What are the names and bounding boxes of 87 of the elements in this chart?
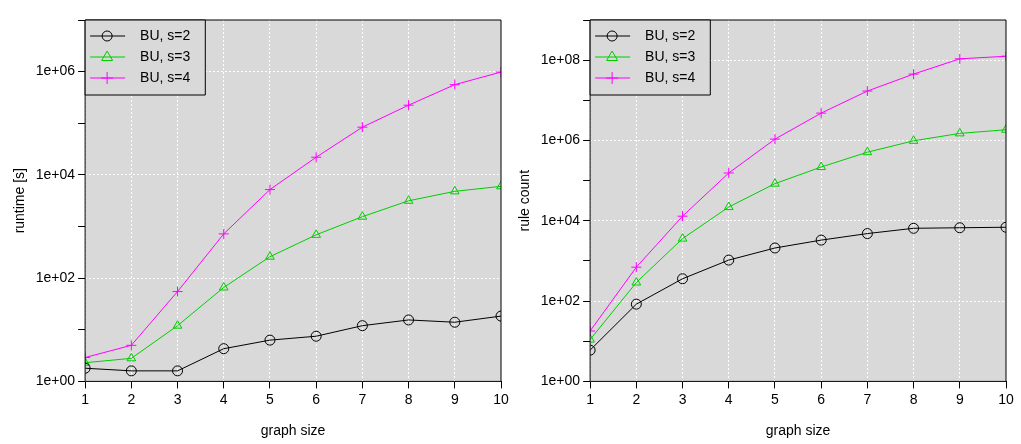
y-tick-label: 1e+08: [540, 51, 581, 68]
x-tick-label: 1: [81, 390, 90, 407]
point: [954, 53, 966, 65]
point: [403, 195, 414, 204]
point: [954, 222, 966, 234]
point: [816, 161, 826, 171]
point: [723, 201, 734, 211]
x-tick-label: 7: [863, 390, 872, 407]
legend-label: BU, s=2: [140, 26, 191, 43]
point: [677, 273, 689, 285]
point: [449, 79, 461, 91]
x-tick-label: 8: [404, 390, 413, 407]
legend-label: BU, s=3: [140, 47, 191, 64]
point: [264, 334, 276, 346]
x-tick-label: 5: [771, 390, 780, 407]
point: [311, 229, 321, 238]
x-tick-label: 2: [127, 390, 136, 407]
point: [631, 277, 642, 286]
x-tick-label: 9: [450, 390, 459, 407]
x-tick-label: 6: [312, 390, 321, 407]
x-tick-label: 10: [998, 390, 1014, 407]
y-axis-title: rule count: [516, 169, 533, 232]
point: [403, 99, 415, 111]
point: [861, 85, 873, 97]
point: [723, 254, 735, 266]
x-tick-label: 5: [266, 390, 275, 407]
point: [172, 320, 183, 329]
point: [218, 228, 230, 240]
y-tick-label: 1e+00: [35, 372, 76, 389]
x-tick-label: 6: [817, 390, 826, 407]
x-tick-label: 2: [632, 390, 641, 407]
x-axis-title: graph size: [765, 422, 831, 439]
legend-label: BU, s=4: [140, 68, 191, 85]
legend-label: BU, s=4: [645, 68, 696, 85]
point: [769, 133, 781, 145]
x-tick-label: 4: [724, 390, 733, 407]
point: [677, 233, 688, 242]
point: [815, 234, 827, 246]
point: [908, 222, 920, 234]
y-tick-label: 1e+02: [540, 291, 581, 308]
x-tick-label: 7: [358, 390, 367, 407]
point: [677, 210, 689, 222]
point: [310, 330, 322, 342]
point: [264, 184, 276, 196]
legend-label: BU, s=3: [645, 47, 696, 64]
point: [449, 316, 461, 328]
y-tick-label: 1e+06: [35, 62, 76, 79]
point: [630, 298, 642, 310]
point: [356, 121, 368, 133]
legend-label: BU, s=2: [645, 26, 696, 43]
point: [356, 320, 368, 332]
point: [908, 135, 919, 144]
x-tick-label: 3: [678, 390, 687, 407]
point: [723, 167, 735, 179]
point: [172, 365, 184, 377]
x-tick-label: 9: [955, 390, 964, 407]
point: [125, 365, 137, 377]
x-axis-title: graph size: [260, 422, 326, 439]
point: [218, 281, 229, 291]
y-axis-title: runtime [s]: [11, 168, 28, 234]
point: [172, 286, 184, 298]
x-tick-label: 1: [586, 390, 595, 407]
point: [126, 352, 137, 362]
point: [310, 151, 322, 163]
point: [908, 68, 920, 80]
x-tick-label: 4: [219, 390, 228, 407]
point: [403, 314, 415, 326]
y-tick-label: 1e+00: [540, 372, 581, 389]
point: [357, 211, 368, 220]
y-tick-label: 1e+02: [35, 269, 76, 285]
point: [815, 107, 827, 119]
y-tick-label: 1e+06: [540, 131, 581, 148]
point: [769, 242, 781, 254]
point: [125, 339, 137, 351]
point: [630, 261, 642, 273]
point: [265, 251, 275, 260]
y-tick-label: 1e+04: [35, 165, 76, 182]
point: [770, 178, 780, 187]
x-tick-label: 3: [173, 390, 182, 407]
x-tick-label: 8: [909, 390, 918, 407]
point: [954, 127, 965, 137]
point: [862, 146, 873, 156]
point: [861, 228, 873, 240]
x-tick-label: 10: [493, 390, 509, 407]
point: [449, 185, 460, 195]
y-tick-label: 1e+04: [540, 211, 581, 228]
point: [218, 343, 230, 355]
